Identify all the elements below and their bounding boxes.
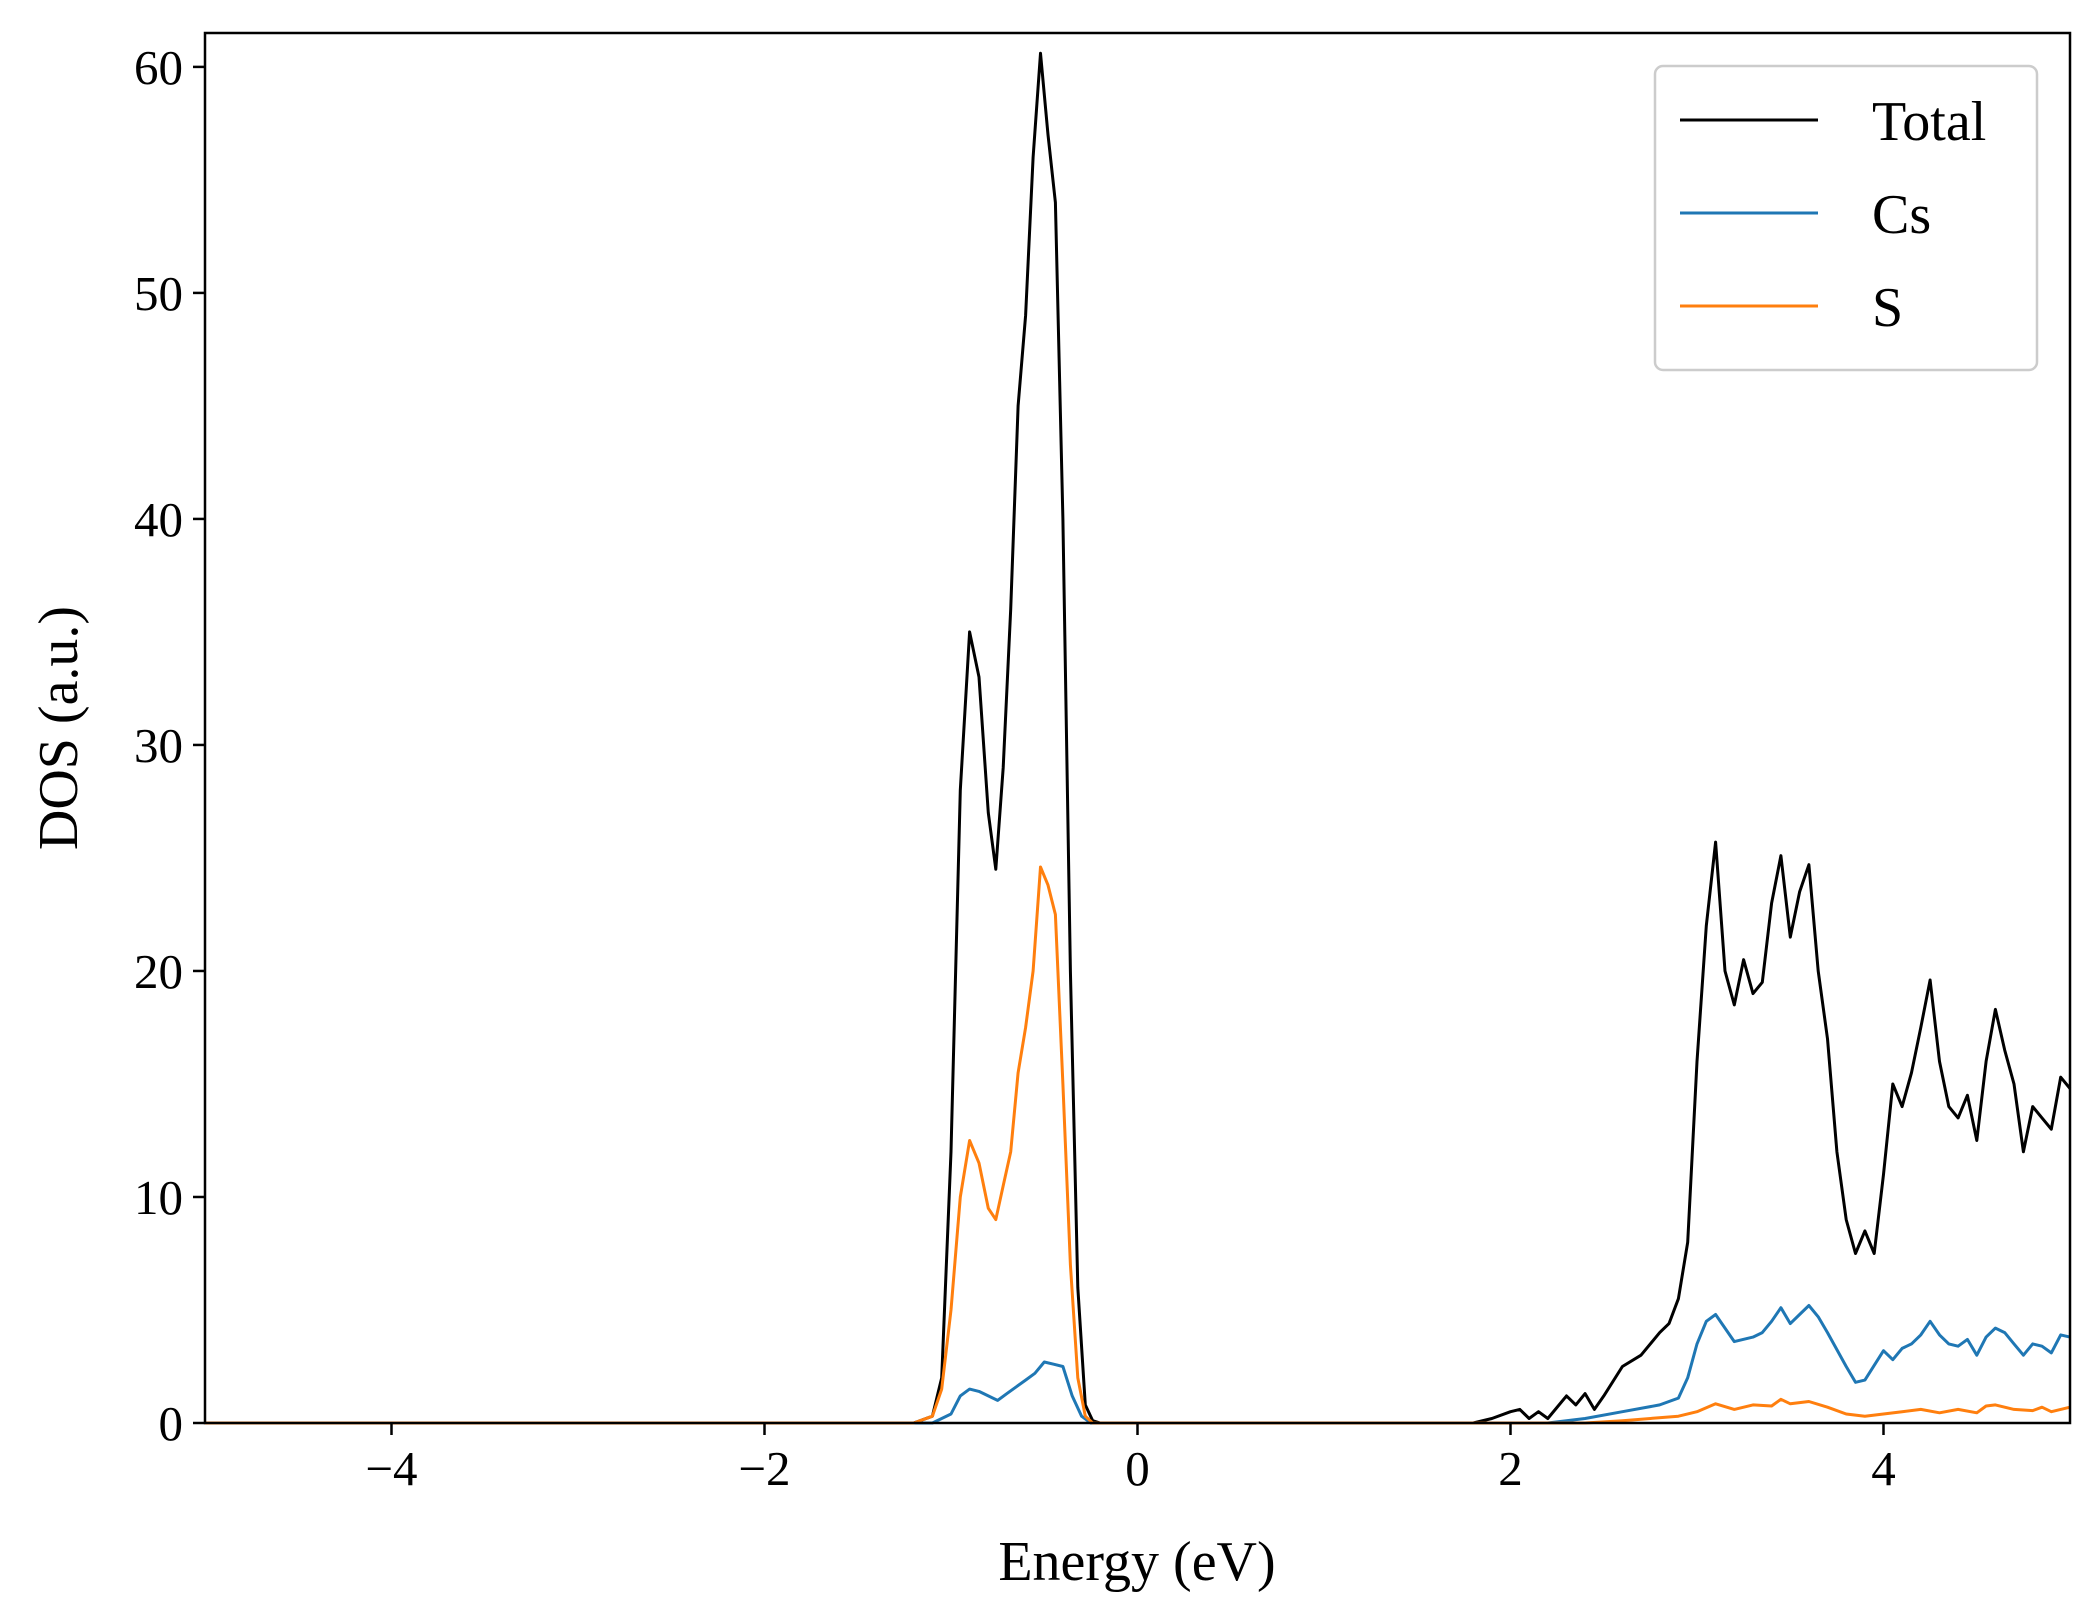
series-line-total xyxy=(205,51,2072,1425)
y-axis-label: DOS (a.u.) xyxy=(28,606,90,850)
legend: Total Cs S xyxy=(1653,64,2039,372)
legend-label-total: Total xyxy=(1872,91,1986,153)
series-line-s xyxy=(205,865,2071,1425)
legend-label-cs: Cs xyxy=(1872,184,1931,246)
x-tick-label: 0 xyxy=(1125,1441,1150,1496)
y-tick-label: 0 xyxy=(159,1396,184,1451)
y-tick-label: 50 xyxy=(134,266,183,321)
x-axis-label: Energy (eV) xyxy=(998,1531,1275,1593)
y-axis-ticks: 0 10 20 30 40 50 60 xyxy=(134,40,205,1451)
y-tick-label: 40 xyxy=(134,492,183,547)
x-tick-label: 4 xyxy=(1871,1441,1896,1496)
series-layer xyxy=(205,51,2072,1425)
y-tick-label: 30 xyxy=(134,718,183,773)
x-tick-label: −2 xyxy=(738,1441,790,1496)
y-tick-label: 20 xyxy=(134,944,183,999)
x-tick-label: 2 xyxy=(1498,1441,1523,1496)
y-tick-label: 60 xyxy=(134,40,183,95)
series-line-cs xyxy=(205,1304,2071,1425)
x-axis-ticks: −4 −2 0 2 4 xyxy=(365,1423,1896,1496)
legend-box xyxy=(1653,64,2039,372)
y-tick-label: 10 xyxy=(134,1170,183,1225)
x-tick-label: −4 xyxy=(365,1441,417,1496)
legend-label-s: S xyxy=(1872,277,1903,339)
